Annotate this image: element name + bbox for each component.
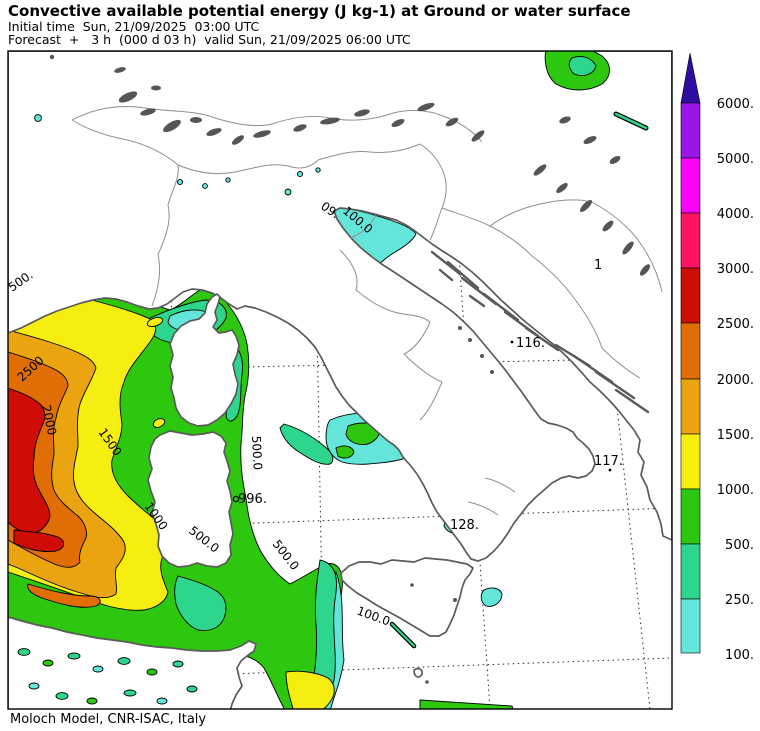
colorbar-segment — [680, 212, 701, 269]
colorbar-tick-label: 5000. — [717, 152, 754, 167]
malta — [413, 667, 423, 678]
spot-value-label: 1 — [594, 258, 602, 273]
colorbar-segment — [680, 543, 701, 600]
cape-fill-regions — [8, 205, 514, 709]
coastlines — [8, 51, 672, 709]
colorbar-arrow — [680, 52, 701, 104]
sicily — [340, 557, 474, 637]
contour-label: 2000 — [39, 404, 59, 437]
colorbar-segment — [680, 433, 701, 490]
spot-value-label: 116. — [516, 336, 545, 351]
europe-mainland — [8, 51, 672, 562]
colorbar-tick-label: 1500. — [717, 428, 754, 443]
colorbar-tick-labels: 6000. 5000. 4000. 3000. 2500. 2000. 1500… — [717, 97, 754, 663]
spot-value-label: 996. — [238, 492, 267, 507]
colorbar-segment — [680, 102, 701, 159]
colorbar-tick-label: 2500. — [717, 317, 754, 332]
chart-title: Convective available potential energy (J… — [8, 2, 631, 20]
contour-label: 500.0 — [249, 435, 265, 470]
colorbar-segment — [680, 488, 701, 545]
sardinia — [147, 430, 234, 568]
spot-value-label: 128. — [450, 518, 479, 533]
spot-value-labels: 996. 116. 117. 128. 1 — [238, 258, 623, 533]
colorbar-tick-label: 100. — [725, 648, 754, 663]
adriatic-islands — [430, 250, 650, 414]
colorbar-tick-label: 500. — [725, 538, 754, 553]
map-area: 500. 2500 2000 1500 1000 500.0 500.0 500… — [8, 51, 672, 709]
colorbar-tick-label: 1000. — [717, 483, 754, 498]
colorbar-segment — [680, 598, 701, 654]
country-borders — [71, 106, 663, 516]
alps-terrain-shading — [49, 54, 651, 602]
map-frame — [7, 50, 673, 710]
colorbar-segment — [680, 322, 701, 380]
corsica — [169, 293, 240, 427]
colorbar-segment — [680, 378, 701, 435]
spot-value-label: 117. — [594, 454, 623, 469]
colorbar-tick-label: 3000. — [717, 262, 754, 277]
colorbar-tick-label: 4000. — [717, 207, 754, 222]
cape-fill-on-land — [17, 51, 649, 705]
colorbar-tick-label: 2000. — [717, 373, 754, 388]
colorbar-segment — [680, 267, 701, 324]
colorbar-tick-label: 250. — [725, 593, 754, 608]
forecast-valid-line: Forecast + 3 h (000 d 03 h) valid Sun, 2… — [8, 32, 411, 47]
initial-time-line: Initial time Sun, 21/09/2025 03:00 UTC — [8, 19, 260, 34]
colorbar: 6000. 5000. 4000. 3000. 2500. 2000. 1500… — [680, 52, 754, 663]
model-credit: Moloch Model, CNR-ISAC, Italy — [10, 712, 207, 727]
colorbar-segment — [680, 157, 701, 214]
colorbar-tick-label: 6000. — [717, 97, 754, 112]
